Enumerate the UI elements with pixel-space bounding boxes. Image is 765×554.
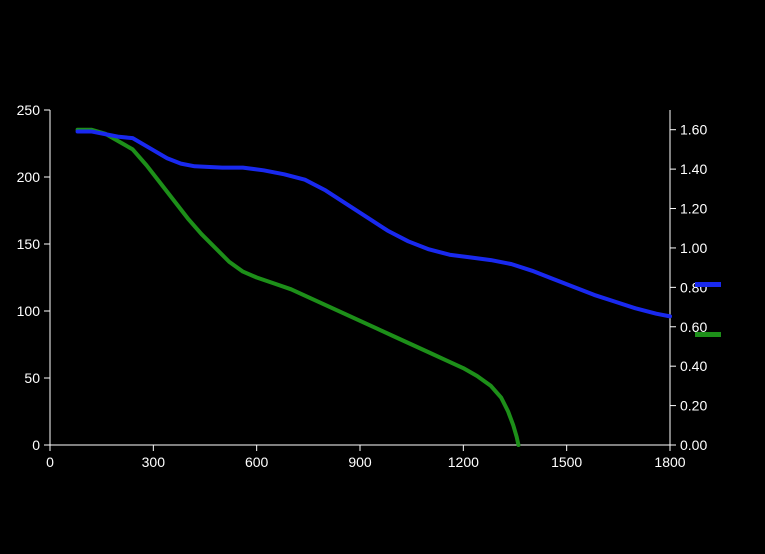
dual-axis-line-chart: 0 300 600 900 1200 1500 1800 0 50 100 150 200 250 0.0… bbox=[0, 0, 765, 554]
y-right-tick-label: 0.80 bbox=[680, 279, 707, 295]
y-right-tick-label: 1.20 bbox=[680, 201, 707, 217]
legend-swatch-green bbox=[695, 332, 721, 337]
y-right-tick-label: 1.60 bbox=[680, 122, 707, 138]
y-left-tick-label: 50 bbox=[24, 370, 40, 386]
x-tick-label: 1800 bbox=[654, 454, 685, 470]
y-right-tick-label: 1.00 bbox=[680, 240, 707, 256]
chart-background bbox=[0, 0, 765, 554]
y-right-tick-label: 0.20 bbox=[680, 398, 707, 414]
y-left-tick-label: 250 bbox=[17, 102, 41, 118]
x-tick-label: 1200 bbox=[448, 454, 479, 470]
y-right-tick-label: 1.40 bbox=[680, 161, 707, 177]
x-tick-label: 600 bbox=[245, 454, 269, 470]
y-right-tick-label: 0.40 bbox=[680, 358, 707, 374]
x-tick-label: 300 bbox=[142, 454, 166, 470]
y-left-tick-label: 150 bbox=[17, 236, 41, 252]
x-tick-label: 0 bbox=[46, 454, 54, 470]
x-tick-label: 1500 bbox=[551, 454, 582, 470]
chart-container: 0 300 600 900 1200 1500 1800 0 50 100 150 200 250 0.0… bbox=[0, 0, 765, 554]
y-left-tick-label: 200 bbox=[17, 169, 41, 185]
legend-swatch-blue bbox=[695, 282, 721, 287]
y-left-tick-label: 0 bbox=[32, 437, 40, 453]
y-left-tick-label: 100 bbox=[17, 303, 41, 319]
y-right-tick-label: 0.00 bbox=[680, 437, 707, 453]
x-tick-label: 900 bbox=[348, 454, 372, 470]
